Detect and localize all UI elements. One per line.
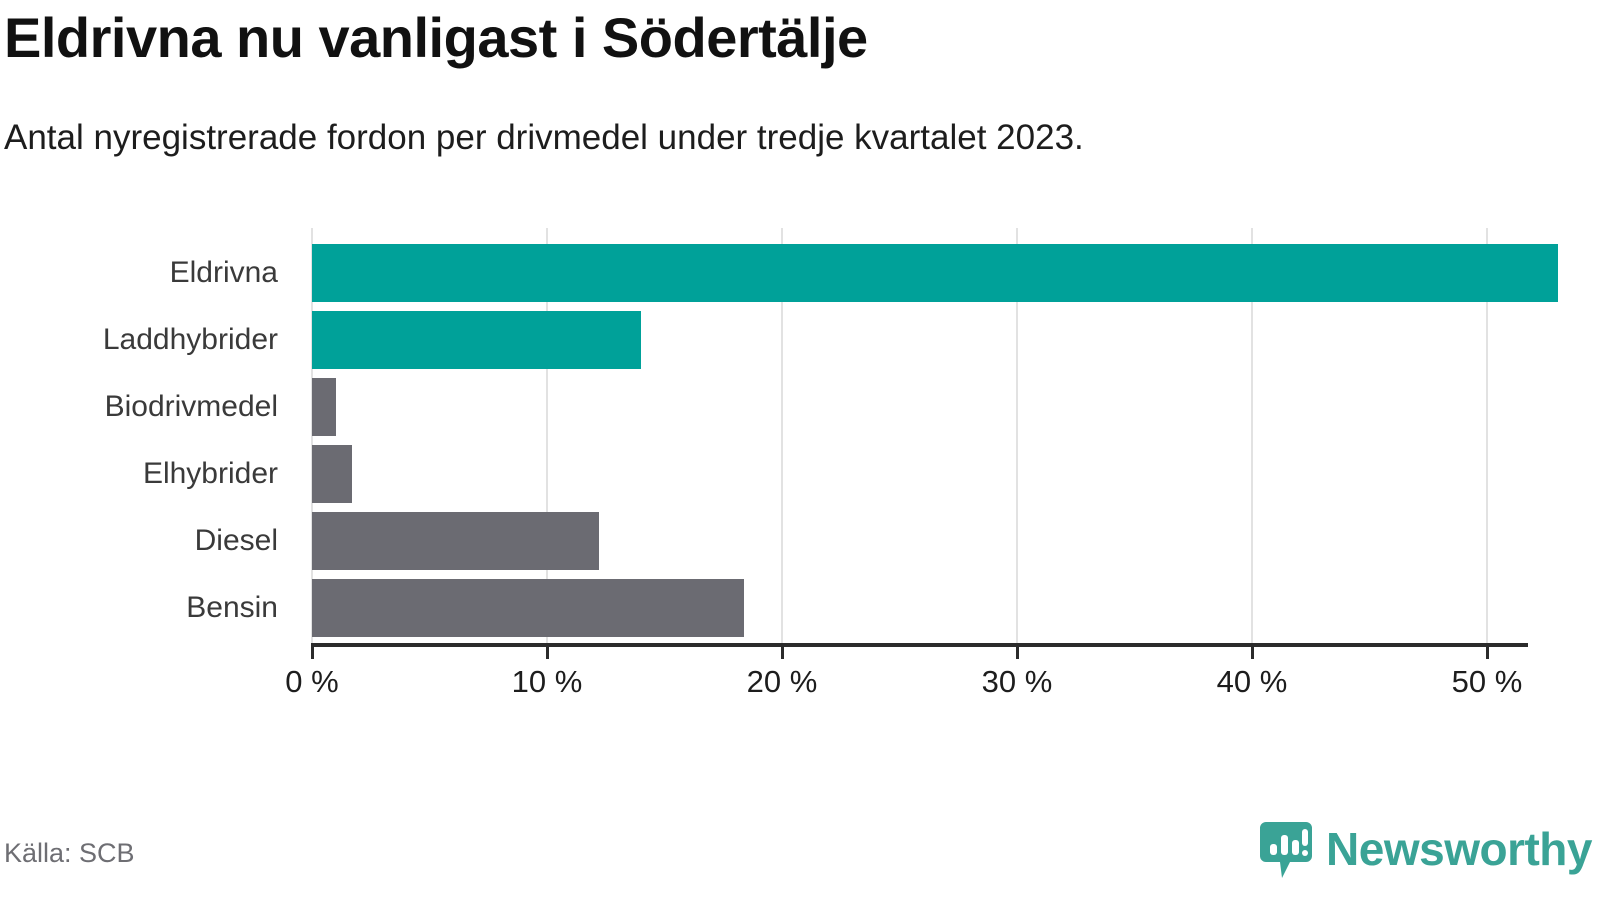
bar-eldrivna[interactable] <box>312 244 1558 302</box>
tick-20 <box>781 643 784 659</box>
bar-diesel[interactable] <box>312 512 599 570</box>
gridline-20 <box>781 228 783 643</box>
x-axis-line <box>312 643 1528 647</box>
x-tick-label: 50 % <box>1451 664 1523 699</box>
gridline-50 <box>1486 228 1488 643</box>
bar-laddhybrider[interactable] <box>312 311 641 369</box>
y-label-bensin: Bensin <box>186 591 278 624</box>
x-tick-label: 40 % <box>1216 664 1288 699</box>
gridline-40 <box>1251 228 1253 643</box>
bar-biodrivmedel[interactable] <box>312 378 336 436</box>
gridline-10 <box>546 228 548 643</box>
tick-0 <box>311 643 314 659</box>
tick-10 <box>546 643 549 659</box>
y-label-elhybrider: Elhybrider <box>142 457 278 490</box>
bar-elhybrider[interactable] <box>312 445 352 503</box>
page-title: Eldrivna nu vanligast i Södertälje <box>4 6 868 69</box>
logo-wordmark: Newsworthy <box>1326 823 1592 875</box>
y-label-diesel: Diesel <box>194 524 278 557</box>
y-label-eldrivna: Eldrivna <box>169 256 278 289</box>
x-tick-label: 30 % <box>981 664 1053 699</box>
y-label-biodrivmedel: Biodrivmedel <box>104 390 278 423</box>
bar-bensin[interactable] <box>312 579 745 637</box>
page-subtitle: Antal nyregistrerade fordon per drivmede… <box>4 118 1084 157</box>
tick-30 <box>1016 643 1019 659</box>
x-tick-label: 20 % <box>746 664 818 699</box>
newsworthy-logo[interactable]: Newsworthy <box>1260 818 1592 880</box>
tick-40 <box>1251 643 1254 659</box>
x-tick-label: 10 % <box>511 664 583 699</box>
source-note: Källa: SCB <box>4 838 135 868</box>
y-label-laddhybrider: Laddhybrider <box>102 323 278 356</box>
bar-chart-speech-bubble-icon <box>1260 820 1313 878</box>
gridline-30 <box>1016 228 1018 643</box>
tick-50 <box>1486 643 1489 659</box>
x-tick-label: 0 % <box>285 664 339 699</box>
